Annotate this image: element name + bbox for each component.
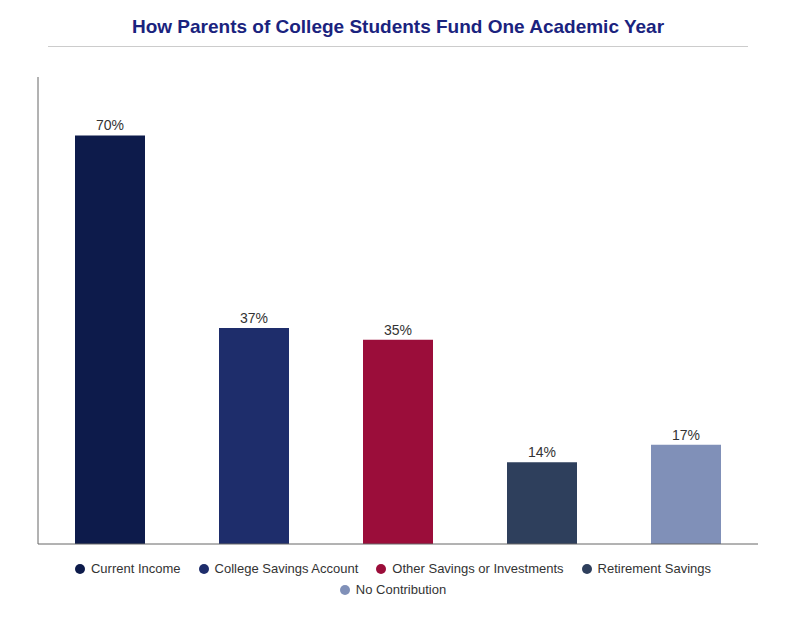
html-text:Other Savings or Investments: Other Savings or Investments <box>392 561 564 576</box>
svg-text:35%: 35% <box>384 322 412 338</box>
html-text:How Parents of College Student: How Parents of College Students Fund One… <box>131 16 665 37</box>
html-text:College Savings Account: College Savings Account <box>214 561 359 576</box>
svg-text:70%: 70% <box>96 117 124 133</box>
html-text:Current Income: Current Income <box>90 561 181 576</box>
svg-text:14%: 14% <box>528 444 556 460</box>
html-text:No Contribution: No Contribution <box>355 582 447 597</box>
html-text:Retirement Savings: Retirement Savings <box>597 561 711 576</box>
svg-text:37%: 37% <box>240 310 268 326</box>
svg-text:17%: 17% <box>672 427 700 443</box>
